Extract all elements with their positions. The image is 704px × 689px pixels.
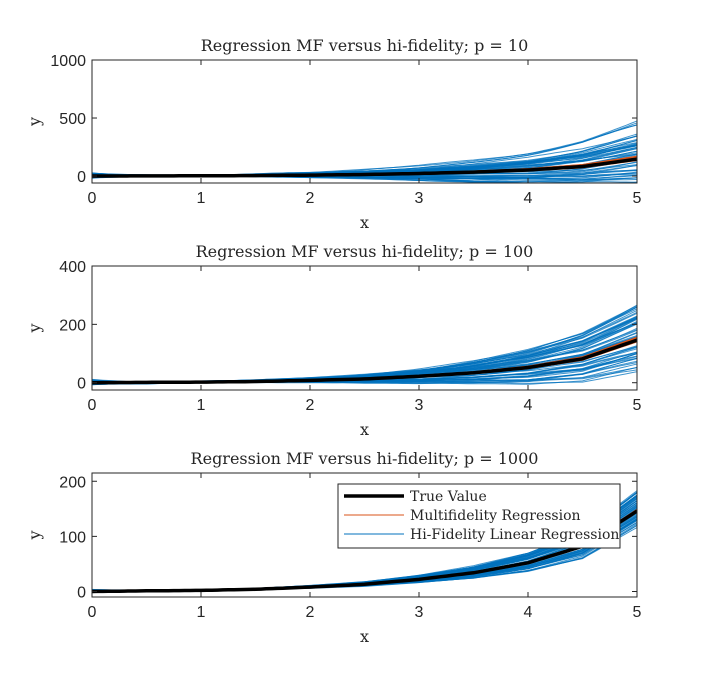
legend-entry-label: True Value (410, 489, 487, 505)
y-tick-label: 0 (77, 169, 86, 186)
true-value-line (92, 338, 637, 385)
true-value-line (92, 157, 637, 178)
y-axis-label: y (25, 117, 44, 127)
subplot-2: 0 1 2 3 4 5 0 200 400 Regression MF versus hi-fid… (25, 242, 642, 439)
y-tick-label: 100 (59, 529, 86, 546)
x-tick-label: 0 (88, 604, 97, 621)
x-tick-label: 1 (197, 190, 206, 207)
x-axis-label: x (360, 213, 369, 232)
x-tick-label: 4 (524, 397, 533, 414)
x-tick-label: 2 (306, 190, 315, 207)
x-tick-label: 2 (306, 604, 315, 621)
subplot-title: Regression MF versus hi-fidelity; p = 10… (196, 242, 534, 261)
subplot-title: Regression MF versus hi-fidelity; p = 10… (191, 449, 539, 468)
x-tick-label: 4 (524, 604, 533, 621)
y-tick-label: 0 (77, 376, 86, 393)
subplot-title: Regression MF versus hi-fidelity; p = 10 (201, 36, 529, 55)
axes-box (91, 265, 638, 391)
x-tick-label: 4 (524, 190, 533, 207)
legend-entry-label: Multifidelity Regression (410, 508, 581, 524)
x-tick-label: 1 (197, 604, 206, 621)
x-tick-label: 5 (633, 604, 642, 621)
x-tick-label: 5 (633, 397, 642, 414)
y-tick-label: 0 (77, 584, 86, 601)
x-tick-label: 1 (197, 397, 206, 414)
plot-area (92, 266, 637, 390)
x-tick-label: 3 (415, 604, 424, 621)
axes-box (91, 472, 638, 598)
x-axis-label: x (360, 627, 369, 646)
y-tick-label: 400 (59, 259, 86, 276)
plot-lines (92, 120, 637, 183)
y-tick-label: 200 (59, 317, 86, 334)
y-tick-label: 500 (59, 111, 86, 128)
plot-lines (92, 304, 637, 386)
true-value-line (92, 509, 637, 594)
subplot-1: 0 1 2 3 4 5 0 500 1000 Regression MF versus hi-fi… (25, 36, 642, 232)
y-tick-label: 1000 (50, 53, 86, 70)
legend: True Value Multifidelity Regression Hi-Fid… (337, 483, 621, 549)
x-tick-label: 3 (415, 190, 424, 207)
y-tick-label: 200 (59, 474, 86, 491)
x-tick-label: 5 (633, 190, 642, 207)
x-tick-label: 2 (306, 397, 315, 414)
subplot-3: 0 1 2 3 4 5 0 100 200 Regression MF versus hi-fid… (25, 449, 642, 646)
axes-box (91, 59, 638, 184)
y-axis-label: y (25, 323, 44, 333)
x-tick-label: 0 (88, 190, 97, 207)
legend-entry-label: Hi-Fidelity Linear Regression (410, 527, 619, 543)
x-tick-label: 0 (88, 397, 97, 414)
x-axis-label: x (360, 420, 369, 439)
y-axis-label: y (25, 530, 44, 540)
x-tick-label: 3 (415, 397, 424, 414)
